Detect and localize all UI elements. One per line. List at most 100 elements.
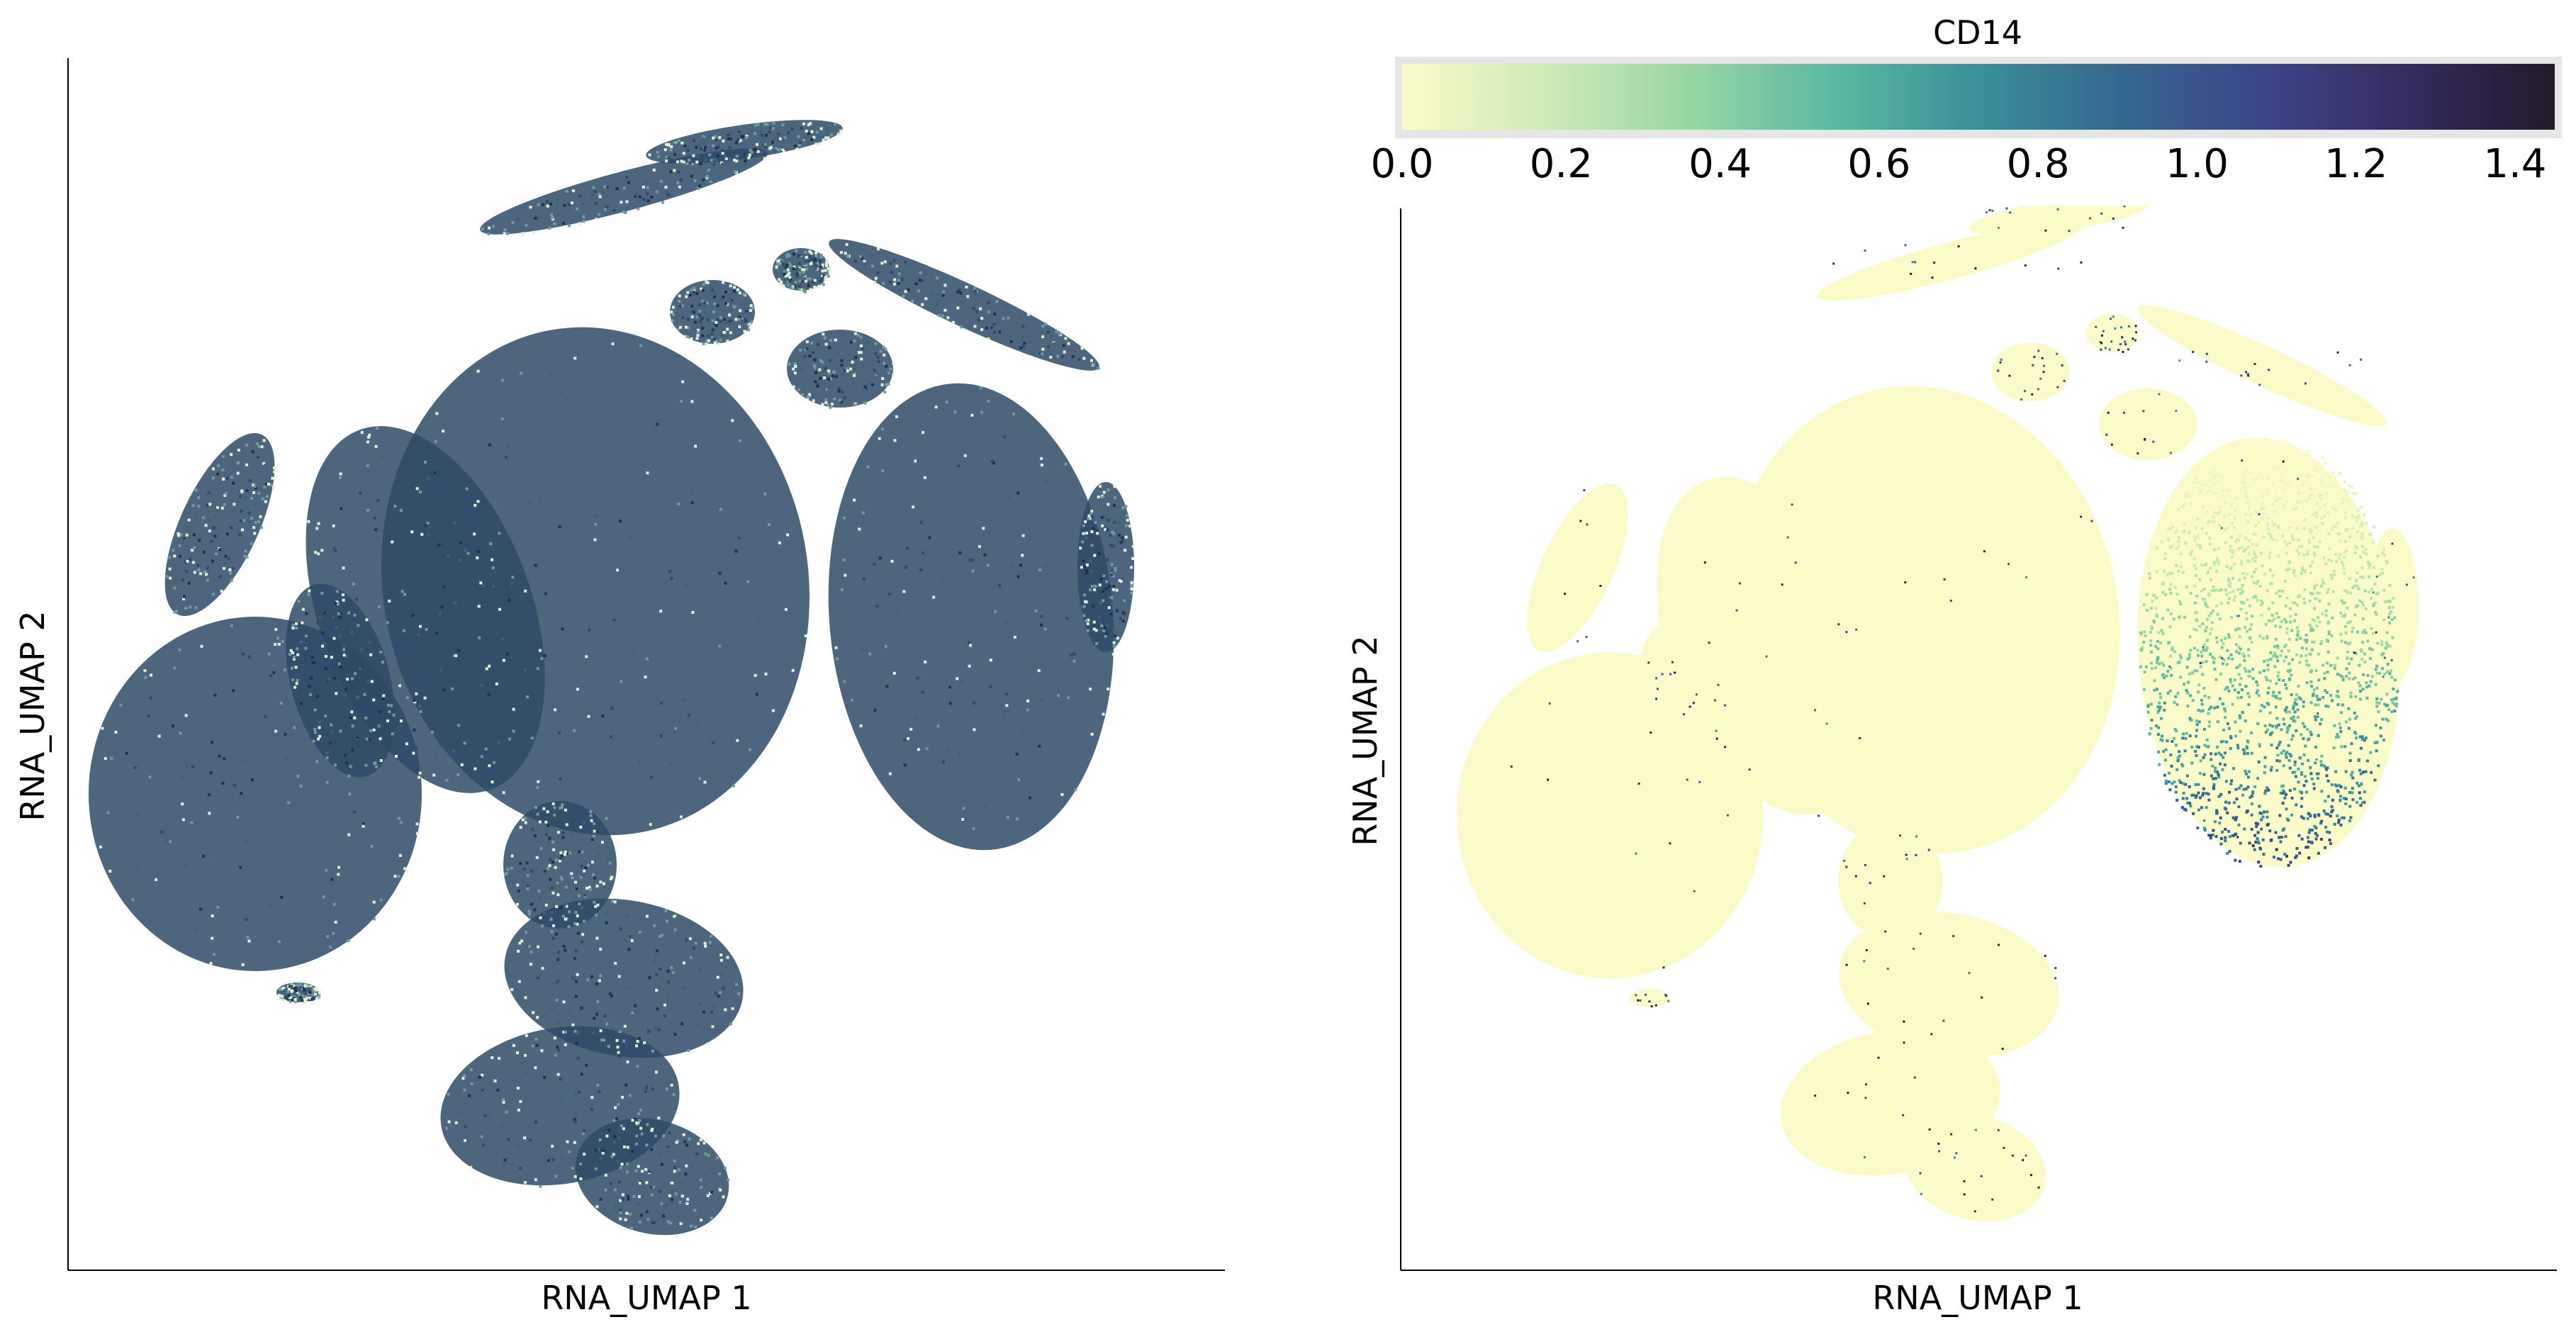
left-scatter-point bbox=[1040, 623, 1043, 627]
right-scatter-point bbox=[2213, 548, 2217, 551]
left-scatter-point bbox=[798, 271, 802, 275]
right-scatter-point bbox=[2157, 726, 2161, 729]
left-scatter-point bbox=[729, 137, 732, 140]
left-scatter-point bbox=[698, 313, 701, 317]
left-scatter-point bbox=[942, 290, 946, 293]
right-scatter-point bbox=[2381, 667, 2384, 671]
right-scatter-point bbox=[2000, 358, 2003, 361]
left-scatter-point bbox=[459, 541, 463, 544]
right-scatter-point bbox=[2296, 629, 2300, 633]
right-scatter-point bbox=[2255, 680, 2258, 683]
left-scatter-point bbox=[354, 672, 357, 676]
left-scatter-point bbox=[895, 610, 899, 613]
left-scatter-point bbox=[815, 130, 819, 134]
right-scatter-point bbox=[2376, 642, 2380, 645]
right-scatter-point bbox=[2287, 724, 2291, 727]
left-scatter-point bbox=[824, 262, 828, 265]
left-scatter-point bbox=[300, 640, 303, 644]
right-scatter-point bbox=[1865, 949, 1868, 951]
right-scatter-point bbox=[1814, 709, 1816, 712]
left-scatter-point bbox=[405, 696, 409, 700]
left-scatter-point bbox=[247, 520, 250, 523]
right-scatter-point bbox=[2189, 591, 2193, 595]
right-scatter-point bbox=[2300, 654, 2303, 658]
left-scatter-point bbox=[713, 291, 717, 294]
right-scatter-point bbox=[2178, 779, 2181, 783]
left-scatter-point bbox=[716, 304, 719, 308]
right-scatter-point bbox=[2363, 739, 2366, 742]
right-scatter-point bbox=[2135, 331, 2137, 334]
left-scatter-point bbox=[524, 996, 527, 999]
right-scatter-point bbox=[2149, 702, 2153, 706]
right-scatter-point bbox=[2329, 483, 2332, 487]
left-scatter-point bbox=[1111, 591, 1115, 595]
right-scatter-point bbox=[2187, 680, 2190, 684]
left-scatter-point bbox=[324, 667, 327, 671]
right-scatter-point bbox=[1974, 267, 1977, 270]
left-scatter-point bbox=[524, 668, 527, 671]
left-scatter-point bbox=[435, 412, 439, 415]
left-scatter-point bbox=[173, 610, 177, 614]
left-scatter-point bbox=[400, 821, 403, 824]
left-scatter-point bbox=[987, 531, 990, 534]
right-scatter-point bbox=[2142, 603, 2146, 607]
left-scatter-point bbox=[700, 299, 704, 303]
right-scatter-point bbox=[2348, 577, 2351, 581]
right-scatter-point bbox=[2185, 797, 2189, 800]
right-scatter-point bbox=[2234, 858, 2237, 862]
right-scatter-point bbox=[2173, 736, 2175, 740]
left-scatter-point bbox=[382, 694, 386, 697]
left-scatter-point bbox=[671, 1182, 674, 1184]
left-scatter-point bbox=[205, 573, 208, 576]
left-scatter-point bbox=[834, 375, 838, 379]
right-scatter-point bbox=[2001, 1048, 2004, 1051]
right-scatter-point bbox=[2246, 741, 2250, 744]
left-scatter-point bbox=[1106, 559, 1109, 561]
left-scatter-point bbox=[813, 366, 817, 369]
right-scatter-point bbox=[2285, 543, 2289, 547]
right-scatter-point bbox=[1655, 697, 1658, 700]
left-scatter-point bbox=[652, 1185, 656, 1189]
right-scatter-point bbox=[2385, 644, 2389, 648]
right-scatter-point bbox=[1794, 561, 1797, 564]
colorbar-title: CD14 bbox=[1933, 13, 2022, 52]
right-scatter-point bbox=[2275, 724, 2278, 728]
right-scatter-point bbox=[2314, 597, 2318, 600]
left-scatter-point bbox=[788, 262, 792, 266]
left-scatter-point bbox=[917, 748, 920, 751]
right-scatter-point bbox=[2353, 613, 2357, 617]
right-scatter-point bbox=[1883, 875, 1886, 878]
left-scatter-point bbox=[711, 288, 715, 292]
right-scatter-point bbox=[2372, 566, 2375, 569]
left-scatter-point bbox=[388, 710, 391, 714]
right-scatter-point bbox=[1991, 209, 1994, 212]
right-scatter-point bbox=[2227, 453, 2230, 456]
right-scatter-point bbox=[2339, 611, 2342, 615]
left-scatter-point bbox=[530, 736, 534, 740]
left-scatter-point bbox=[602, 882, 605, 885]
right-scatter-point bbox=[1863, 960, 1866, 963]
right-scatter-point bbox=[2257, 761, 2261, 763]
right-scatter-point bbox=[2297, 539, 2300, 542]
right-scatter-point bbox=[2333, 573, 2336, 576]
left-scatter-point bbox=[693, 286, 696, 290]
right-scatter-point bbox=[2324, 689, 2327, 693]
left-scatter-point bbox=[696, 330, 700, 334]
left-scatter-point bbox=[1130, 585, 1133, 588]
right-scatter-point bbox=[2207, 707, 2211, 711]
right-scatter-point bbox=[2226, 489, 2229, 493]
right-scatter-point bbox=[2323, 671, 2326, 675]
right-scatter-point bbox=[2198, 578, 2202, 581]
right-scatter-point bbox=[2218, 510, 2222, 513]
left-scatter-point bbox=[859, 255, 862, 258]
left-scatter-point bbox=[310, 656, 314, 659]
left-scatter-point bbox=[712, 144, 715, 147]
left-scatter-point bbox=[607, 1128, 611, 1132]
left-scatter-point bbox=[534, 806, 537, 809]
left-scatter-point bbox=[323, 642, 326, 646]
left-scatter-point bbox=[553, 1036, 556, 1040]
right-scatter-point bbox=[2206, 639, 2210, 642]
right-scatter-point bbox=[2188, 495, 2192, 498]
left-scatter-point bbox=[252, 483, 255, 487]
left-scatter-point bbox=[313, 688, 316, 692]
